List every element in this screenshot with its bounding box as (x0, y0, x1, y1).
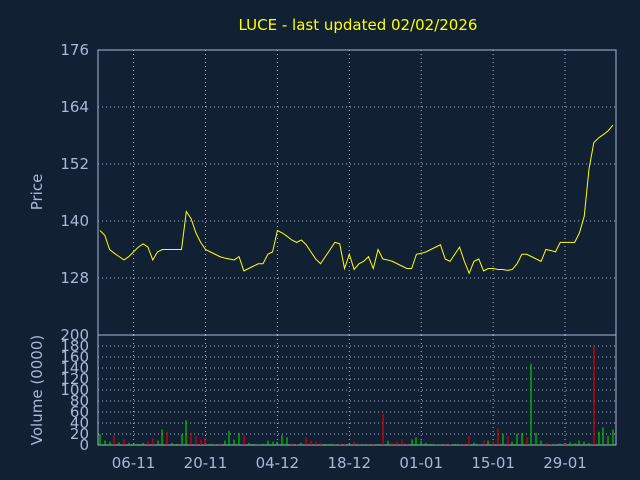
x-tick-label: 18-12 (328, 454, 372, 472)
price-y-tick-label: 140 (60, 212, 89, 230)
price-plot-frame (97, 49, 617, 336)
x-tick-label: 01-01 (399, 454, 443, 472)
price-y-tick-label: 152 (60, 155, 89, 173)
volume-bars (99, 344, 614, 445)
volume-y-tick-label: 120 (60, 370, 89, 388)
volume-y-tick-label: 200 (60, 326, 89, 344)
volume-y-tick-label: 20 (70, 425, 89, 443)
price-series-line (99, 124, 614, 275)
x-tick-label: 06-11 (112, 454, 156, 472)
price-y-tick-label: 128 (60, 269, 89, 287)
volume-y-tick-label: 80 (70, 392, 89, 410)
volume-grid (98, 335, 616, 445)
price-y-tick-label: 164 (60, 98, 89, 116)
volume-axis-label: Volume (0000) (28, 335, 46, 445)
volume-y-tick-label: 100 (60, 381, 89, 399)
price-y-ticks: 128 140 152 164 176 (60, 41, 89, 287)
x-axis-ticks: 06-11 20-11 04-12 18-12 01-01 15-01 29-01 (112, 454, 587, 472)
price-y-tick-label: 176 (60, 41, 89, 59)
x-tick-label: 20-11 (184, 454, 228, 472)
price-axis-label: Price (28, 174, 46, 211)
x-tick-label: 15-01 (471, 454, 515, 472)
volume-y-tick-label: 40 (70, 414, 89, 432)
price-grid (98, 50, 616, 335)
volume-y-tick-label: 160 (60, 348, 89, 366)
x-tick-label: 04-12 (256, 454, 300, 472)
volume-y-tick-label: 140 (60, 359, 89, 377)
volume-y-tick-label: 60 (70, 403, 89, 421)
volume-y-tick-label: 0 (79, 436, 89, 454)
x-tick-label: 29-01 (543, 454, 587, 472)
volume-y-tick-label: 180 (60, 337, 89, 355)
chart-title: LUCE - last updated 02/02/2026 (239, 16, 478, 34)
